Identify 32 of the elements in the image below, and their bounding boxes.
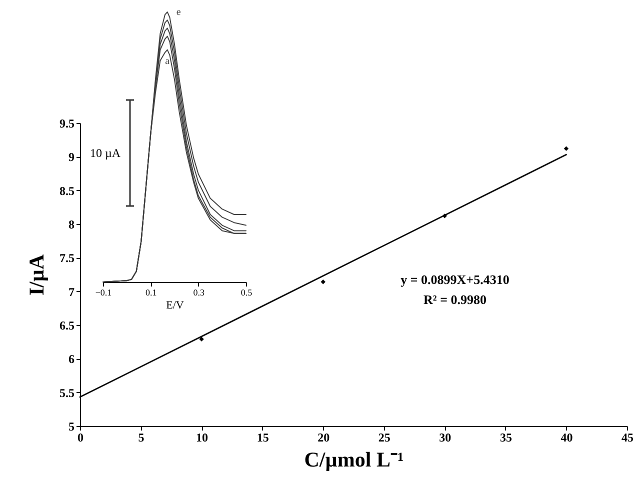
x-tick-label: 25 bbox=[378, 430, 390, 444]
x-axis-title: C/µmol L⁻¹ bbox=[304, 448, 404, 472]
x-tick-label: 0.5 bbox=[240, 288, 253, 298]
y-tick-label: 6.5 bbox=[60, 318, 74, 332]
y-tick-label: 7.5 bbox=[60, 251, 74, 266]
x-tick-label: 0 bbox=[78, 430, 84, 444]
x-tick-label: −0.1 bbox=[95, 288, 112, 298]
x-tick-label: 0.1 bbox=[146, 288, 157, 298]
y-tick-label: 8 bbox=[68, 218, 74, 232]
x-tick-label: 15 bbox=[256, 430, 269, 444]
x-tick-label: 35 bbox=[500, 430, 512, 444]
y-tick-label: 9 bbox=[68, 150, 74, 164]
series-label: e bbox=[176, 7, 182, 18]
y-tick-label: 9.5 bbox=[60, 116, 74, 130]
y-tick-label: 5 bbox=[68, 420, 74, 434]
x-tick-label: 40 bbox=[560, 430, 573, 444]
x-tick-label: 10 bbox=[196, 430, 208, 444]
x-tick-label: 0.3 bbox=[193, 288, 205, 298]
series-label: a bbox=[165, 56, 170, 67]
x-tick-label: 20 bbox=[318, 430, 330, 444]
annotation: y = 0.0899X+5.4310 bbox=[400, 272, 510, 287]
y-tick-label: 6 bbox=[68, 352, 74, 366]
x-tick-label: 30 bbox=[439, 430, 452, 444]
x-tick-label: 45 bbox=[622, 430, 633, 444]
y-tick-label: 5.5 bbox=[60, 386, 74, 400]
y-tick-label: 8.5 bbox=[60, 184, 74, 198]
x-tick-label: 5 bbox=[138, 430, 144, 444]
y-tick-label: 7 bbox=[68, 284, 74, 299]
y-axis-title: I/µA bbox=[24, 254, 48, 296]
annotation: 10 µA bbox=[90, 146, 121, 161]
annotation: R² = 0.9980 bbox=[424, 292, 486, 307]
x-axis-title: E/V bbox=[166, 300, 184, 312]
